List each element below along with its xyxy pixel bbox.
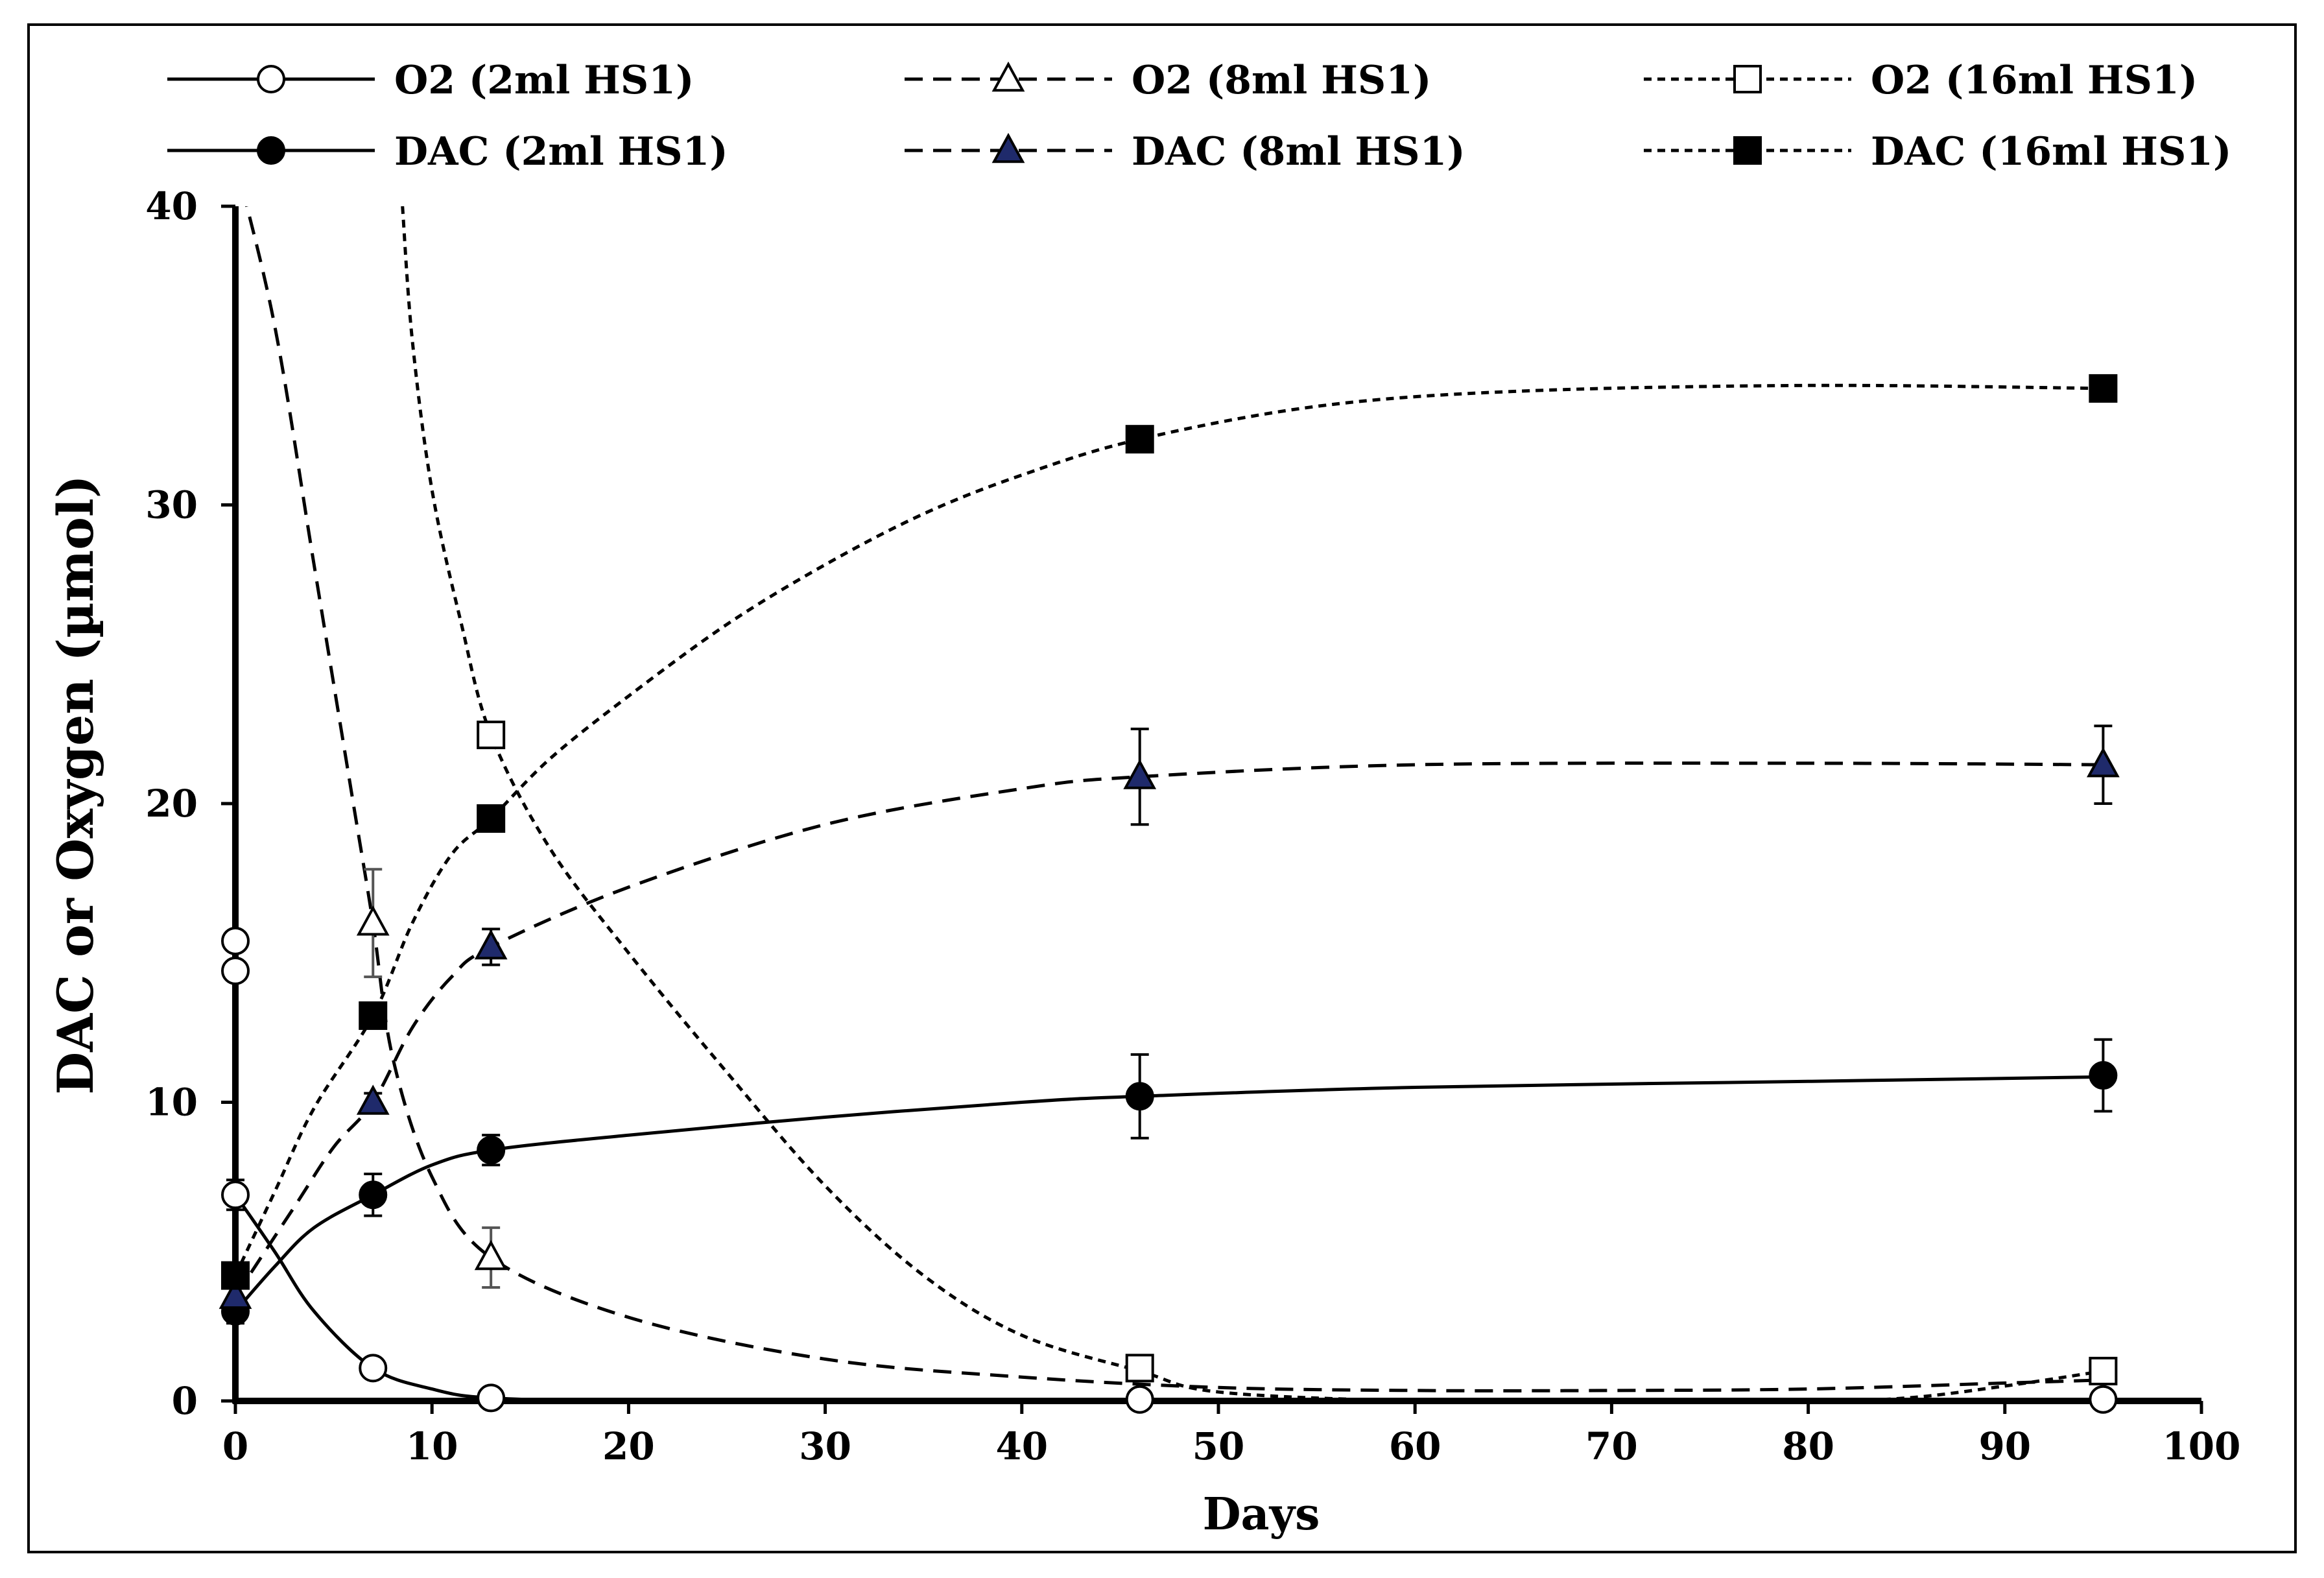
x-tick-label-80: 80: [1782, 1424, 1834, 1468]
x-tick-label-70: 70: [1585, 1424, 1638, 1468]
point-1-1: [474, 1239, 508, 1271]
point-0-4: [477, 1383, 506, 1413]
x-tick-label-40: 40: [995, 1424, 1048, 1468]
point-5-4: [2089, 374, 2118, 403]
legend-item-0: O2 (2ml HS1): [167, 58, 694, 103]
series-curves: [233, 206, 2104, 1404]
legend-label-2: O2 (16ml HS1): [1871, 58, 2198, 103]
legend-marker-4: [991, 132, 1025, 163]
x-tick-label-60: 60: [1389, 1424, 1441, 1468]
legend-item-4: DAC (8ml HS1): [905, 129, 1465, 174]
legend-label-0: O2 (2ml HS1): [394, 58, 694, 103]
series-line-4: [233, 761, 2104, 1298]
legend-item-3: DAC (2ml HS1): [167, 129, 728, 174]
series-line-1: [245, 206, 2104, 1393]
legend-marker-0: [257, 65, 285, 93]
y-axis-label: DAC or Oxygen (µmol): [47, 475, 104, 1094]
error-bars: [226, 724, 2113, 1325]
point-0-1: [221, 956, 250, 985]
legend-marker-2: [1733, 65, 1762, 93]
legend: O2 (2ml HS1) O2 (8ml HS1) O2 (16ml HS1) DAC…: [167, 58, 2231, 174]
y-tick-label-0: 0: [172, 1379, 198, 1423]
y-tick-label-20: 20: [145, 782, 198, 826]
legend-marker-3: [257, 136, 285, 165]
point-0-5: [1125, 1385, 1154, 1414]
point-0-6: [2089, 1385, 2118, 1414]
point-3-2: [477, 1136, 506, 1165]
point-2-0: [477, 721, 506, 750]
point-2-2: [2089, 1356, 2118, 1385]
point-0-0: [221, 926, 250, 955]
point-0-2: [221, 1180, 250, 1210]
x-tick-label-100: 100: [2162, 1424, 2240, 1468]
legend-item-2: O2 (16ml HS1): [1644, 58, 2198, 103]
y-tick-label-30: 30: [145, 483, 198, 527]
x-tick-label-90: 90: [1978, 1424, 2031, 1468]
legend-label-1: O2 (8ml HS1): [1132, 58, 1431, 103]
legend-label-5: DAC (16ml HS1): [1871, 129, 2231, 174]
point-4-0: [219, 1278, 252, 1309]
point-5-2: [477, 804, 506, 833]
legend-item-1: O2 (8ml HS1): [905, 58, 1431, 103]
point-0-3: [359, 1354, 388, 1383]
x-axis-label: Days: [1203, 1488, 1320, 1540]
x-tick-label-50: 50: [1192, 1424, 1245, 1468]
point-3-3: [1125, 1082, 1154, 1111]
point-5-3: [1125, 425, 1154, 454]
legend-label-3: DAC (2ml HS1): [394, 129, 728, 174]
series-line-5: [233, 383, 2104, 1276]
x-tick-label-20: 20: [602, 1424, 655, 1468]
outer-frame: [27, 23, 2297, 1553]
series-line-0: [233, 1193, 2104, 1402]
legend-marker-5: [1733, 136, 1762, 165]
y-tick-label-10: 10: [145, 1081, 198, 1125]
y-tick-label-40: 40: [145, 184, 198, 228]
point-3-4: [2089, 1061, 2118, 1090]
ticks: 0 10 20 30 40 50 60 70 80 90 100 0 10 20 30 40: [145, 184, 2240, 1468]
legend-label-4: DAC (8ml HS1): [1132, 129, 1465, 174]
x-tick-label-0: 0: [222, 1424, 248, 1468]
point-4-1: [356, 1084, 390, 1115]
point-5-0: [221, 1261, 250, 1290]
point-1-0: [356, 905, 390, 936]
x-tick-label-10: 10: [406, 1424, 458, 1468]
series-markers: [219, 374, 2120, 1414]
plot-area: 0 10 20 30 40 50 60 70 80 90 100 0 10 20 30 40: [145, 184, 2240, 1468]
point-5-1: [359, 1001, 388, 1030]
point-2-1: [1125, 1354, 1154, 1383]
point-4-3: [1123, 759, 1157, 789]
series-line-2: [401, 206, 2104, 1404]
series-line-3: [234, 1075, 2104, 1313]
point-4-4: [2087, 747, 2120, 778]
legend-item-5: DAC (16ml HS1): [1644, 129, 2231, 174]
legend-marker-1: [991, 61, 1025, 92]
point-4-2: [474, 929, 508, 960]
point-3-1: [359, 1180, 388, 1210]
x-tick-label-30: 30: [799, 1424, 851, 1468]
